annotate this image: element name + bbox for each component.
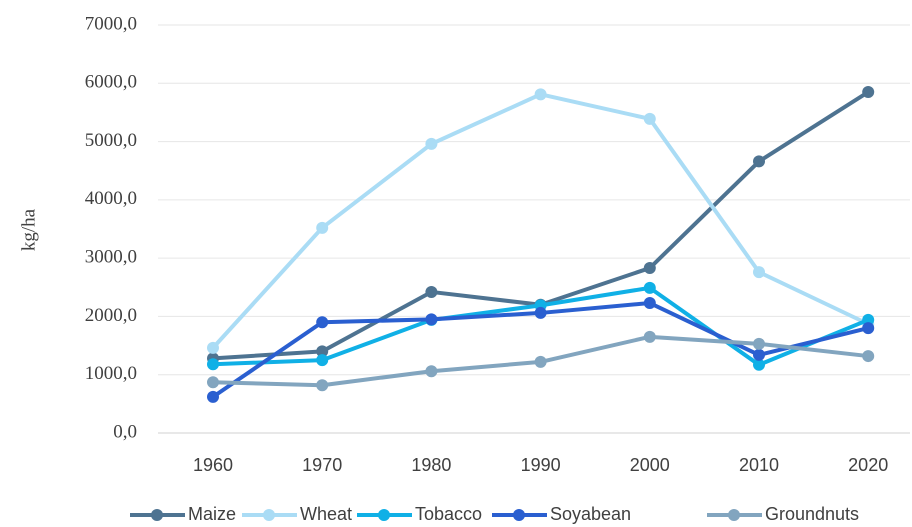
data-point (316, 379, 329, 392)
y-tick-label: 7000,0 (85, 13, 137, 34)
data-point (207, 376, 219, 389)
data-point (425, 137, 438, 150)
data-point (643, 330, 656, 343)
legend-label: Wheat (300, 504, 352, 524)
y-tick-label: 3000,0 (85, 247, 137, 268)
x-tick-label: 1960 (193, 455, 233, 475)
legend-marker (151, 509, 163, 521)
data-point (862, 322, 875, 335)
x-tick-label: 2000 (630, 455, 670, 475)
y-tick-label: 5000,0 (85, 130, 137, 151)
data-point (643, 297, 656, 310)
x-tick-label: 1990 (521, 455, 561, 475)
data-point (643, 262, 656, 275)
y-tick-label: 0,0 (113, 421, 137, 442)
legend-label: Maize (188, 504, 236, 524)
y-tick-label: 6000,0 (85, 72, 137, 93)
data-point (316, 345, 329, 358)
data-point (862, 350, 875, 363)
y-tick-label: 4000,0 (85, 188, 137, 209)
data-point (862, 86, 875, 99)
y-axis-label: kg/ha (18, 208, 39, 251)
x-tick-label: 2010 (739, 455, 779, 475)
x-tick-label: 2020 (848, 455, 888, 475)
data-point (316, 221, 329, 234)
y-tick-label: 1000,0 (85, 363, 137, 384)
data-point (534, 355, 547, 368)
legend-label: Soyabean (550, 504, 631, 524)
data-point (753, 155, 765, 168)
data-point (643, 112, 656, 125)
data-point (753, 358, 765, 371)
data-point (534, 88, 547, 101)
data-point (534, 306, 547, 319)
data-point (207, 390, 219, 403)
data-point (643, 281, 656, 294)
data-point (425, 365, 438, 378)
data-point (425, 285, 438, 298)
data-point (207, 341, 219, 354)
legend-marker (728, 509, 740, 521)
data-point (207, 358, 219, 371)
data-point (753, 348, 765, 361)
x-tick-label: 1980 (411, 455, 451, 475)
x-tick-label: 1970 (302, 455, 342, 475)
data-point (753, 337, 765, 350)
data-point (425, 313, 438, 326)
y-tick-label: 2000,0 (85, 305, 137, 326)
legend-marker (513, 509, 525, 521)
legend-label: Groundnuts (765, 504, 859, 524)
data-point (316, 354, 329, 367)
data-point (316, 316, 329, 329)
data-point (753, 266, 765, 279)
legend-label: Tobacco (415, 504, 482, 524)
legend-marker (263, 509, 275, 521)
legend-marker (378, 509, 390, 521)
